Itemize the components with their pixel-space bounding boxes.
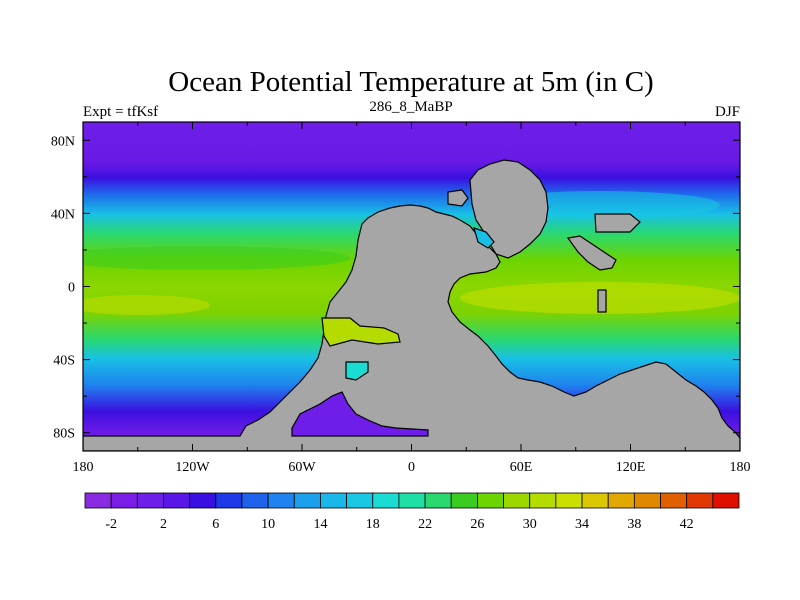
- colorbar-swatch: [215, 492, 243, 509]
- x-tick-label: 120W: [175, 460, 210, 475]
- experiment-label: Expt = tfKsf: [83, 104, 158, 120]
- green-band-north: [83, 246, 350, 270]
- x-tick-label: 180: [73, 460, 94, 475]
- y-tick-label: 80N: [51, 134, 75, 149]
- land-island-east: [594, 213, 641, 233]
- colorbar-swatch: [660, 492, 688, 509]
- colorbar-label: 26: [470, 517, 484, 532]
- colorbar-label: 2: [160, 517, 167, 532]
- colorbar-swatch: [163, 492, 191, 509]
- colorbar-swatch: [267, 492, 295, 509]
- colorbar-label: 6: [212, 517, 219, 532]
- colorbar-swatch: [686, 492, 714, 509]
- colorbar-label: 34: [575, 517, 589, 532]
- y-tick-label: 40N: [51, 207, 75, 222]
- x-tick-label: 60E: [510, 460, 533, 475]
- warm-pool-west: [83, 295, 210, 315]
- colorbar-swatch: [372, 492, 400, 509]
- x-tick-label: 120E: [616, 460, 646, 475]
- colorbar-swatch: [320, 492, 348, 509]
- colorbar-label: 42: [680, 517, 694, 532]
- y-tick-label: 0: [68, 281, 75, 296]
- inland-sea-cyan: [345, 361, 369, 381]
- colorbar-swatch: [555, 492, 583, 509]
- colorbar-swatch: [398, 492, 426, 509]
- chart-title: Ocean Potential Temperature at 5m (in C): [168, 66, 653, 98]
- x-tick-label: 60W: [288, 460, 316, 475]
- colorbar-swatch: [529, 492, 557, 509]
- inland-basin-purple: [291, 391, 429, 437]
- y-tick-label: 40S: [53, 354, 75, 369]
- colorbar-swatch: [241, 492, 269, 509]
- x-tick-label: 180: [730, 460, 751, 475]
- temperature-field: [83, 122, 740, 451]
- colorbar-label: 38: [627, 517, 641, 532]
- colorbar-swatch: [424, 492, 452, 509]
- colorbar: -2 2 6 10 14 18 22 26 30 34 38 42: [84, 492, 740, 532]
- land: [83, 159, 740, 451]
- colorbar-swatch: [503, 492, 531, 509]
- colorbar-swatch: [189, 492, 217, 509]
- period-label: 286_8_MaBP: [369, 99, 452, 115]
- colorbar-swatch: [581, 492, 609, 509]
- colorbar-swatch: [607, 492, 635, 509]
- x-tick-label: 0: [408, 460, 415, 475]
- colorbar-swatch: [476, 492, 504, 509]
- colorbar-label: 10: [261, 517, 275, 532]
- colorbar-swatch: [136, 492, 164, 509]
- colorbar-swatch: [346, 492, 374, 509]
- land-island-small: [597, 289, 607, 313]
- colorbar-label: 30: [523, 517, 537, 532]
- colorbar-label: 22: [418, 517, 432, 532]
- colorbar-swatch: [450, 492, 478, 509]
- land-peninsula: [566, 235, 617, 271]
- colorbar-swatch: [633, 492, 661, 509]
- colorbar-swatch: [293, 492, 321, 509]
- colorbar-swatch: [84, 492, 112, 509]
- colorbar-swatch: [712, 492, 740, 509]
- season-label: DJF: [715, 104, 740, 120]
- land-island-north: [447, 189, 469, 207]
- inland-sea-south: [321, 317, 401, 347]
- inland-sea-north: [473, 227, 495, 249]
- colorbar-label: 18: [366, 517, 380, 532]
- y-tick-label: 80S: [53, 427, 75, 442]
- colorbar-label: 14: [313, 517, 327, 532]
- colorbar-label: -2: [105, 517, 117, 532]
- axes: 180 120W 60W 0 60E 120E 180 80N 40N 0 40S 80S: [51, 122, 751, 475]
- colorbar-swatch: [110, 492, 138, 509]
